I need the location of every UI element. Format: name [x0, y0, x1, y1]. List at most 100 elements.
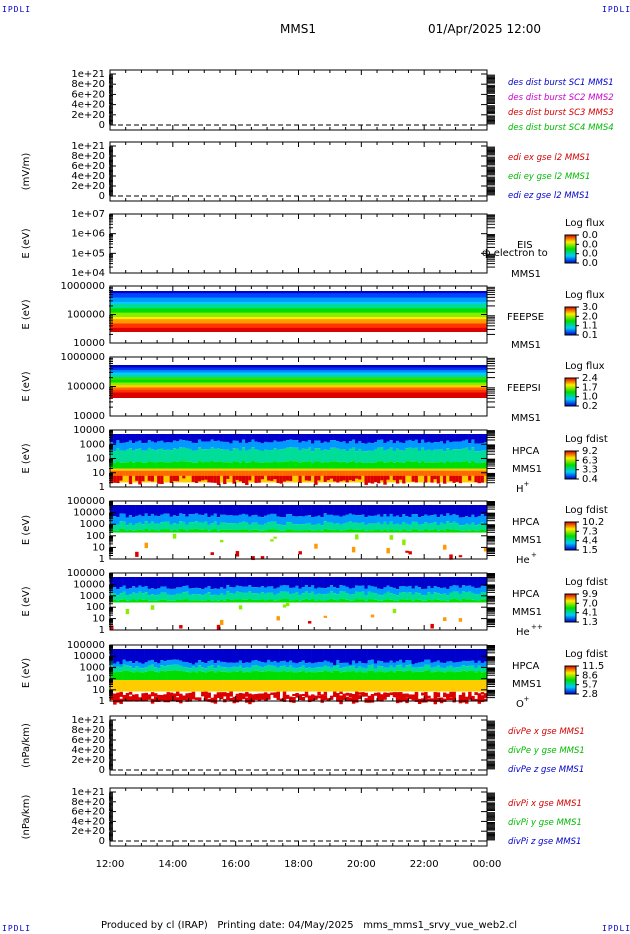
spectrogram-column — [219, 593, 224, 601]
spectrogram-column — [304, 475, 309, 481]
colorbar-tick-label: 2.0 — [582, 311, 598, 322]
spectrogram-column — [172, 649, 177, 660]
spectrogram-column — [251, 529, 255, 533]
spectrogram-column — [241, 668, 246, 673]
spectrogram-column — [314, 600, 318, 603]
spectrogram-column — [483, 577, 488, 587]
spectrogram-column — [235, 662, 240, 668]
spectrogram-column — [188, 448, 192, 462]
spectrogram-column — [216, 649, 221, 661]
spectrogram-column — [279, 661, 284, 667]
spectrogram-column — [355, 475, 359, 479]
spectrogram-column — [399, 592, 403, 600]
spectrogram-column — [452, 667, 456, 673]
spectrogram-column — [373, 462, 378, 469]
spectrogram-column — [351, 461, 356, 469]
spectrogram-column — [185, 599, 189, 603]
spectrogram-column — [295, 591, 299, 600]
spectrogram-column — [235, 530, 240, 533]
spectrogram-dot — [257, 694, 262, 699]
spectrogram-column — [138, 514, 142, 523]
spectrogram-column — [370, 475, 375, 484]
spectrogram-column — [122, 470, 127, 476]
spectrogram-column — [113, 505, 117, 517]
spectrogram-column — [370, 592, 375, 600]
spectrogram-column — [179, 670, 183, 680]
spectrogram-column — [295, 505, 299, 517]
spectrogram-column — [116, 447, 120, 462]
spectrogram-column — [282, 505, 287, 518]
spectrogram-column — [216, 461, 221, 469]
spectrogram-column — [122, 577, 127, 586]
spectrogram-column — [439, 470, 444, 476]
colorbar — [564, 593, 577, 623]
spectrogram-column — [377, 514, 381, 523]
spectrogram-column — [245, 586, 249, 593]
spectrogram-column — [295, 585, 299, 592]
spectrogram-column — [138, 522, 142, 530]
spectrogram-column — [241, 505, 246, 514]
spectrogram-column — [455, 523, 460, 530]
spectrogram-column — [405, 505, 409, 517]
spectrogram-dot — [113, 697, 117, 700]
colorbar-title: Log flux — [565, 218, 605, 229]
spectrogram-column — [169, 475, 174, 484]
spectrogram-dot — [304, 694, 309, 697]
spectrogram-column — [201, 515, 205, 523]
spectrogram-column — [311, 577, 315, 586]
spectrogram-column — [128, 448, 133, 462]
spectrogram-column — [270, 470, 274, 476]
spectrogram-column — [377, 461, 381, 469]
spectrogram-column — [443, 593, 447, 601]
spectrogram-column — [292, 577, 296, 588]
spectrogram-column — [474, 463, 478, 469]
spectrogram-column — [169, 434, 174, 443]
spectrogram-column — [194, 587, 199, 594]
spectrogram-column — [110, 475, 114, 483]
spectrogram-column — [439, 667, 444, 673]
spectrogram-column — [477, 470, 482, 476]
spectrogram-column — [204, 521, 208, 530]
spectrogram-column — [263, 666, 268, 672]
spectrogram-dot — [452, 691, 456, 698]
spectrogram-column — [273, 521, 277, 530]
spectrogram-column — [348, 671, 353, 680]
spectrogram-column — [292, 530, 296, 533]
spectrogram-column — [270, 521, 274, 530]
spectrogram-dot — [273, 536, 277, 539]
spectrogram-column — [169, 659, 174, 665]
spectrogram-column — [399, 450, 403, 463]
spectrogram-column — [138, 505, 142, 515]
spectrogram-dot — [436, 656, 441, 660]
spectrogram-column — [421, 588, 425, 596]
spectrogram-column — [342, 591, 346, 600]
spectrogram-dot — [446, 693, 450, 697]
spectrogram-column — [226, 598, 230, 603]
spectrogram-dot — [219, 693, 224, 699]
spectrogram-column — [430, 450, 434, 463]
spectrogram-column — [348, 470, 353, 476]
y-tick-label: 100000 — [67, 640, 105, 651]
spectrogram-dot — [232, 657, 236, 663]
spectrogram-column — [144, 577, 148, 587]
spectrogram-column — [314, 530, 318, 533]
spectrogram-column — [317, 440, 321, 449]
spectrogram-column — [141, 593, 145, 600]
spectrogram-column — [157, 516, 161, 524]
colorbar-tick-label: 1.3 — [582, 617, 598, 628]
spectrogram-column — [263, 661, 268, 667]
spectrogram-column — [122, 434, 127, 443]
spectrogram-column — [483, 505, 488, 517]
spectrogram-column — [235, 523, 240, 531]
spectrogram-dot — [254, 696, 258, 700]
spectrogram-column — [480, 680, 485, 692]
spectrogram-column — [421, 661, 425, 667]
spectrogram-column — [163, 529, 167, 533]
spectrogram-column — [232, 470, 236, 476]
spectrogram-column — [157, 649, 161, 664]
spectrogram-column — [251, 593, 255, 600]
spectrogram-column — [216, 434, 221, 441]
spectrogram-column — [361, 522, 365, 530]
spectrogram-column — [232, 666, 236, 672]
